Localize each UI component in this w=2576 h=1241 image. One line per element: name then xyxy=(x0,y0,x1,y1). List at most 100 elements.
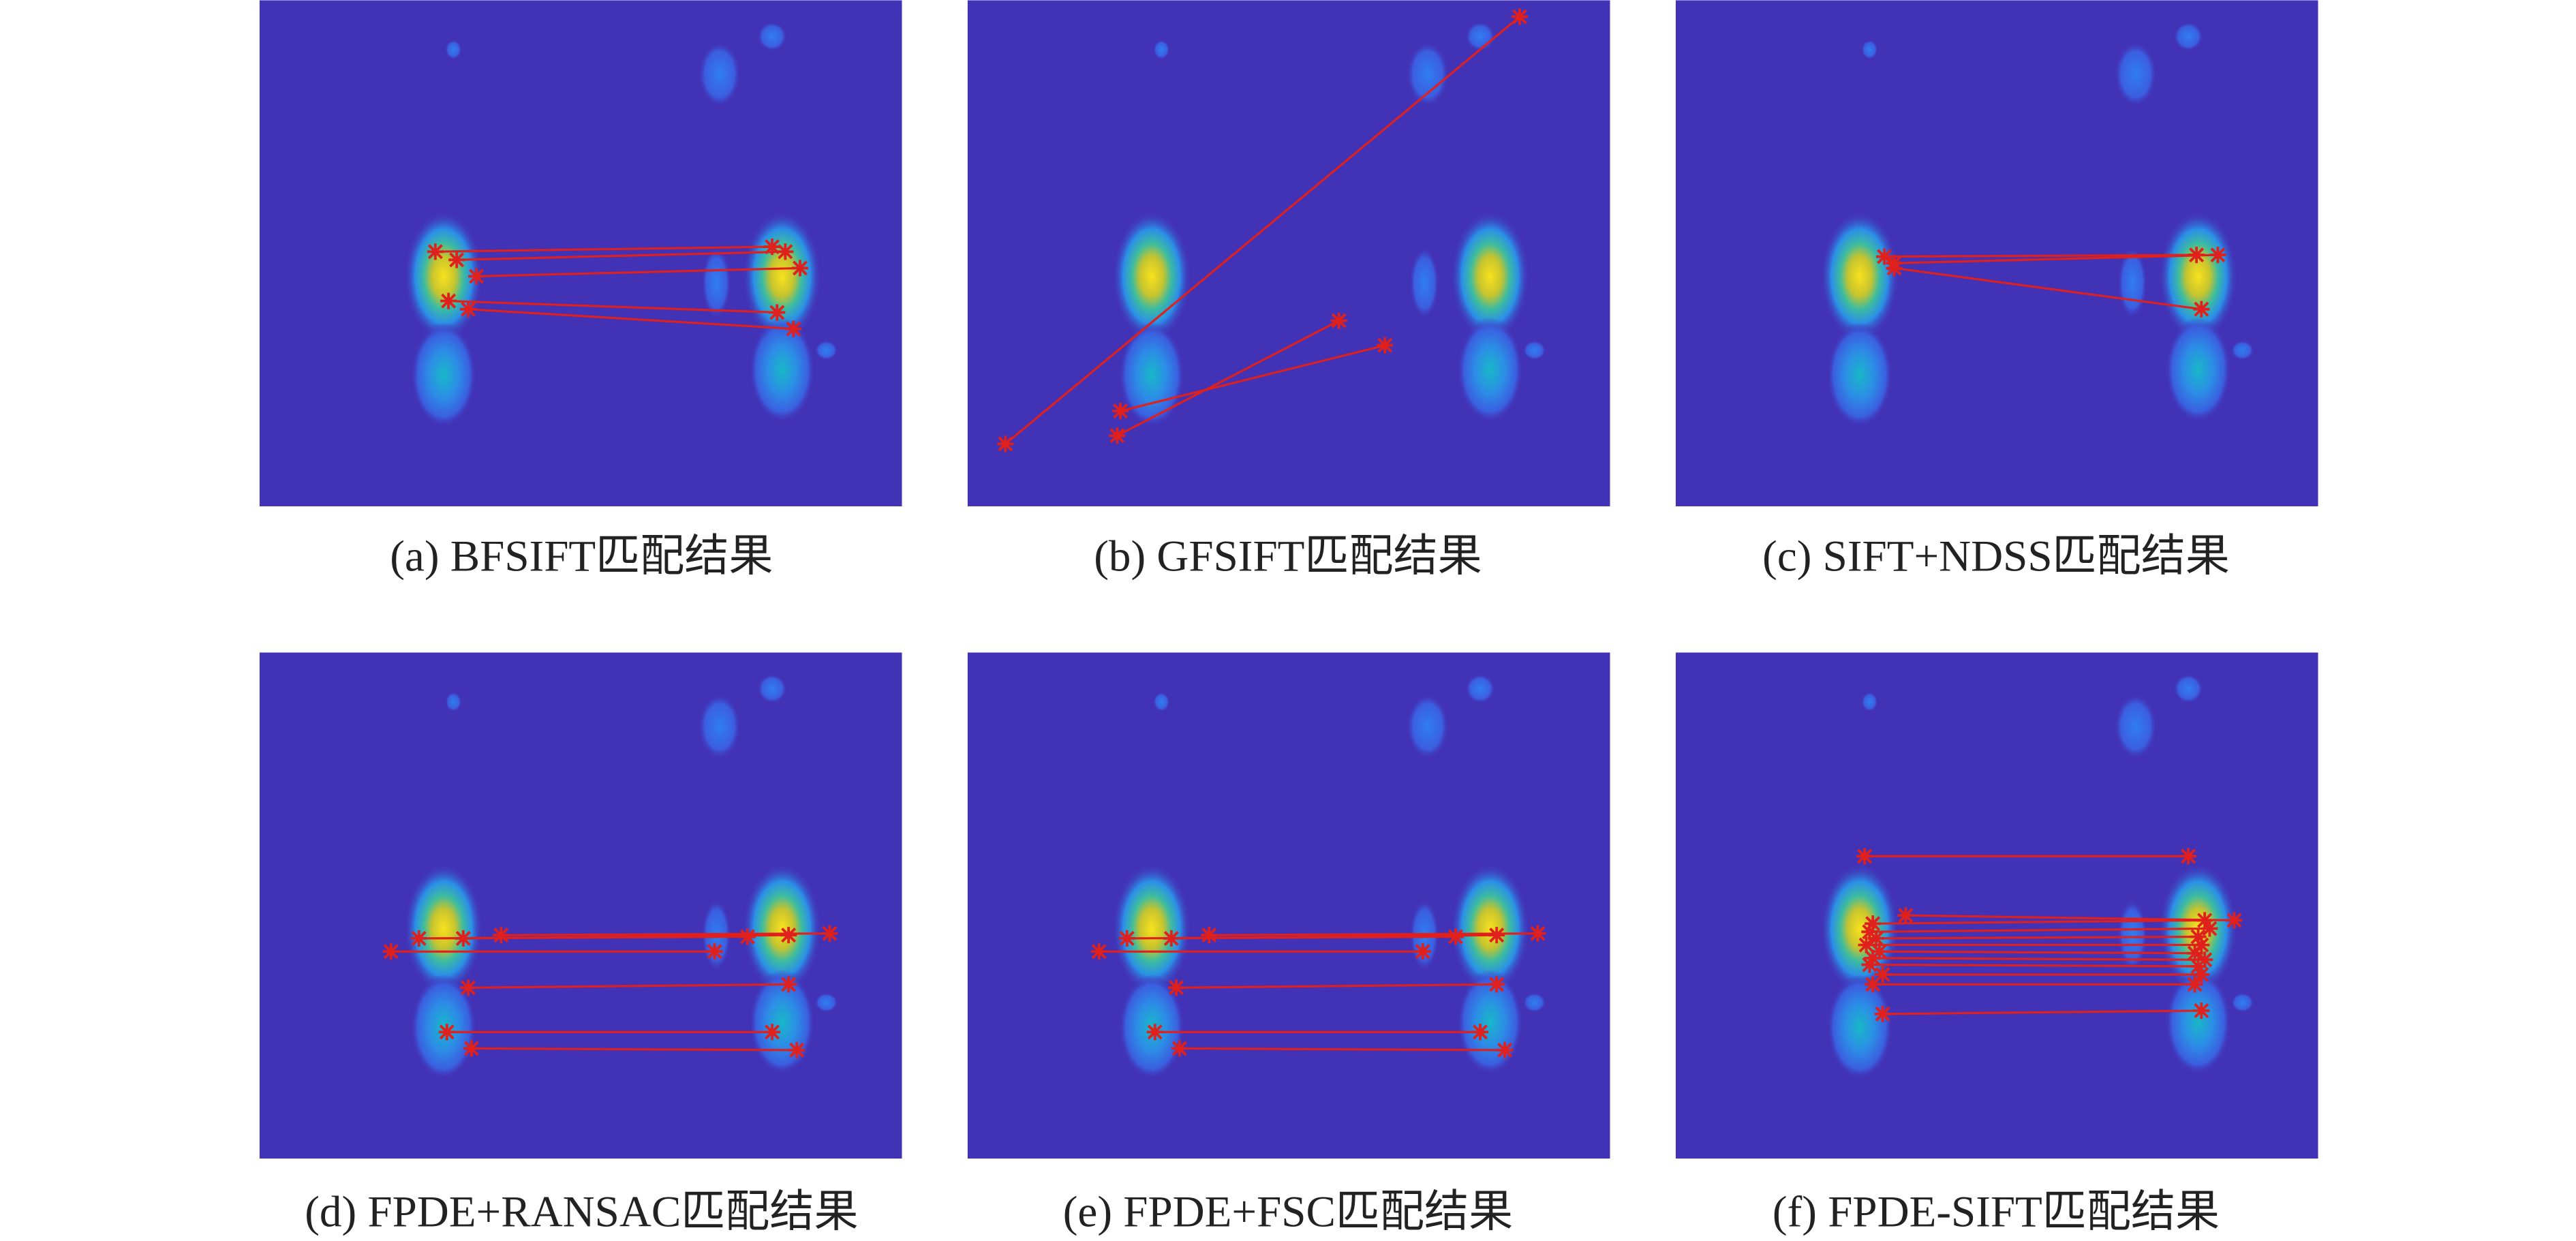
match-line xyxy=(1873,919,2205,925)
match-line xyxy=(1876,935,2198,940)
keypoint xyxy=(2224,910,2244,930)
match-line xyxy=(1869,927,2210,933)
keypoint xyxy=(1329,311,1349,331)
keypoint xyxy=(1169,1039,1189,1058)
match-line xyxy=(1005,16,1520,445)
match-line xyxy=(501,932,830,936)
keypoint xyxy=(996,434,1015,454)
keypoint xyxy=(767,303,787,322)
keypoint xyxy=(1117,928,1137,948)
match-line xyxy=(1894,254,2218,264)
keypoint xyxy=(1855,846,1875,866)
image-panel xyxy=(967,652,1610,1159)
keypoint xyxy=(381,942,401,962)
keypoint xyxy=(1413,942,1432,962)
keypoint xyxy=(1495,1040,1515,1060)
keypoint xyxy=(787,1040,807,1060)
keypoint xyxy=(820,923,840,943)
keypoint xyxy=(1863,975,1883,994)
match-line xyxy=(1179,1047,1505,1052)
heatmap xyxy=(1675,652,2318,1159)
caption: (a) BFSIFT匹配结果 xyxy=(390,532,773,581)
heatmap xyxy=(259,0,902,506)
keypoint xyxy=(1487,975,1507,994)
keypoint xyxy=(1487,925,1507,945)
keypoint xyxy=(737,927,757,947)
match-line xyxy=(1869,963,2198,968)
keypoint xyxy=(467,266,487,286)
caption: (d) FPDE+RANSAC匹配结果 xyxy=(305,1187,858,1236)
caption: (c) SIFT+NDSS匹配结果 xyxy=(1762,532,2230,581)
keypoint xyxy=(1445,927,1465,947)
keypoint xyxy=(459,299,478,319)
match-line xyxy=(1171,934,1497,940)
image-panel xyxy=(259,0,902,506)
panels xyxy=(259,0,2318,1159)
keypoint xyxy=(439,291,459,311)
keypoint xyxy=(1089,942,1109,962)
image-panel xyxy=(1675,0,2318,506)
keypoint xyxy=(2200,919,2220,938)
keypoint xyxy=(2208,245,2228,265)
keypoint xyxy=(459,978,478,998)
match-line xyxy=(467,308,794,331)
keypoint xyxy=(1375,335,1395,355)
match-line xyxy=(463,934,789,940)
match-line xyxy=(457,250,786,261)
keypoint xyxy=(1199,925,1219,945)
match-line xyxy=(1882,1009,2202,1015)
match-line xyxy=(435,245,773,253)
keypoint xyxy=(779,925,799,945)
keypoint xyxy=(1884,258,1904,278)
match-line xyxy=(1884,254,2197,258)
keypoint xyxy=(1528,923,1548,943)
image-panel xyxy=(259,652,902,1159)
image-panel xyxy=(967,0,1610,506)
keypoint xyxy=(409,928,429,948)
match-line xyxy=(1894,266,2202,311)
keypoint xyxy=(1471,1022,1490,1042)
match-line xyxy=(1116,320,1340,437)
match-line xyxy=(468,983,789,989)
keypoint xyxy=(791,258,810,278)
keypoint xyxy=(2185,975,2205,994)
keypoint xyxy=(1873,1004,1892,1024)
match-line xyxy=(476,266,801,278)
keypoint xyxy=(1161,928,1181,948)
keypoint xyxy=(1860,955,1880,975)
heatmap xyxy=(259,652,902,1159)
keypoint xyxy=(447,250,467,270)
match-line xyxy=(1120,344,1385,412)
keypoint xyxy=(461,1039,481,1058)
match-line xyxy=(471,1047,797,1052)
keypoint xyxy=(425,242,445,262)
keypoint xyxy=(2192,299,2211,319)
keypoint xyxy=(453,928,473,948)
keypoint xyxy=(763,1022,782,1042)
heatmap xyxy=(967,0,1610,506)
match-line xyxy=(1873,957,2205,961)
keypoint xyxy=(491,925,511,945)
keypoint xyxy=(1111,401,1131,421)
caption: (e) FPDE+FSC匹配结果 xyxy=(1063,1187,1513,1236)
heatmap xyxy=(1675,0,2318,506)
keypoint xyxy=(437,1022,457,1042)
match-line xyxy=(1905,914,2235,922)
caption: (b) GFSIFT匹配结果 xyxy=(1094,532,1482,581)
keypoint xyxy=(779,975,799,994)
match-line xyxy=(1176,983,1497,989)
match-line xyxy=(1209,932,1538,936)
keypoint xyxy=(1167,978,1186,998)
match-line xyxy=(1879,950,2195,955)
keypoint xyxy=(1145,1022,1165,1042)
image-panel xyxy=(1675,652,2318,1159)
keypoint xyxy=(784,319,803,339)
keypoint xyxy=(1896,906,1916,925)
keypoint xyxy=(1107,426,1127,446)
match-line xyxy=(448,300,778,314)
caption: (f) FPDE-SIFT匹配结果 xyxy=(1773,1187,2220,1236)
keypoint xyxy=(705,942,724,962)
keypoint xyxy=(1509,7,1529,27)
